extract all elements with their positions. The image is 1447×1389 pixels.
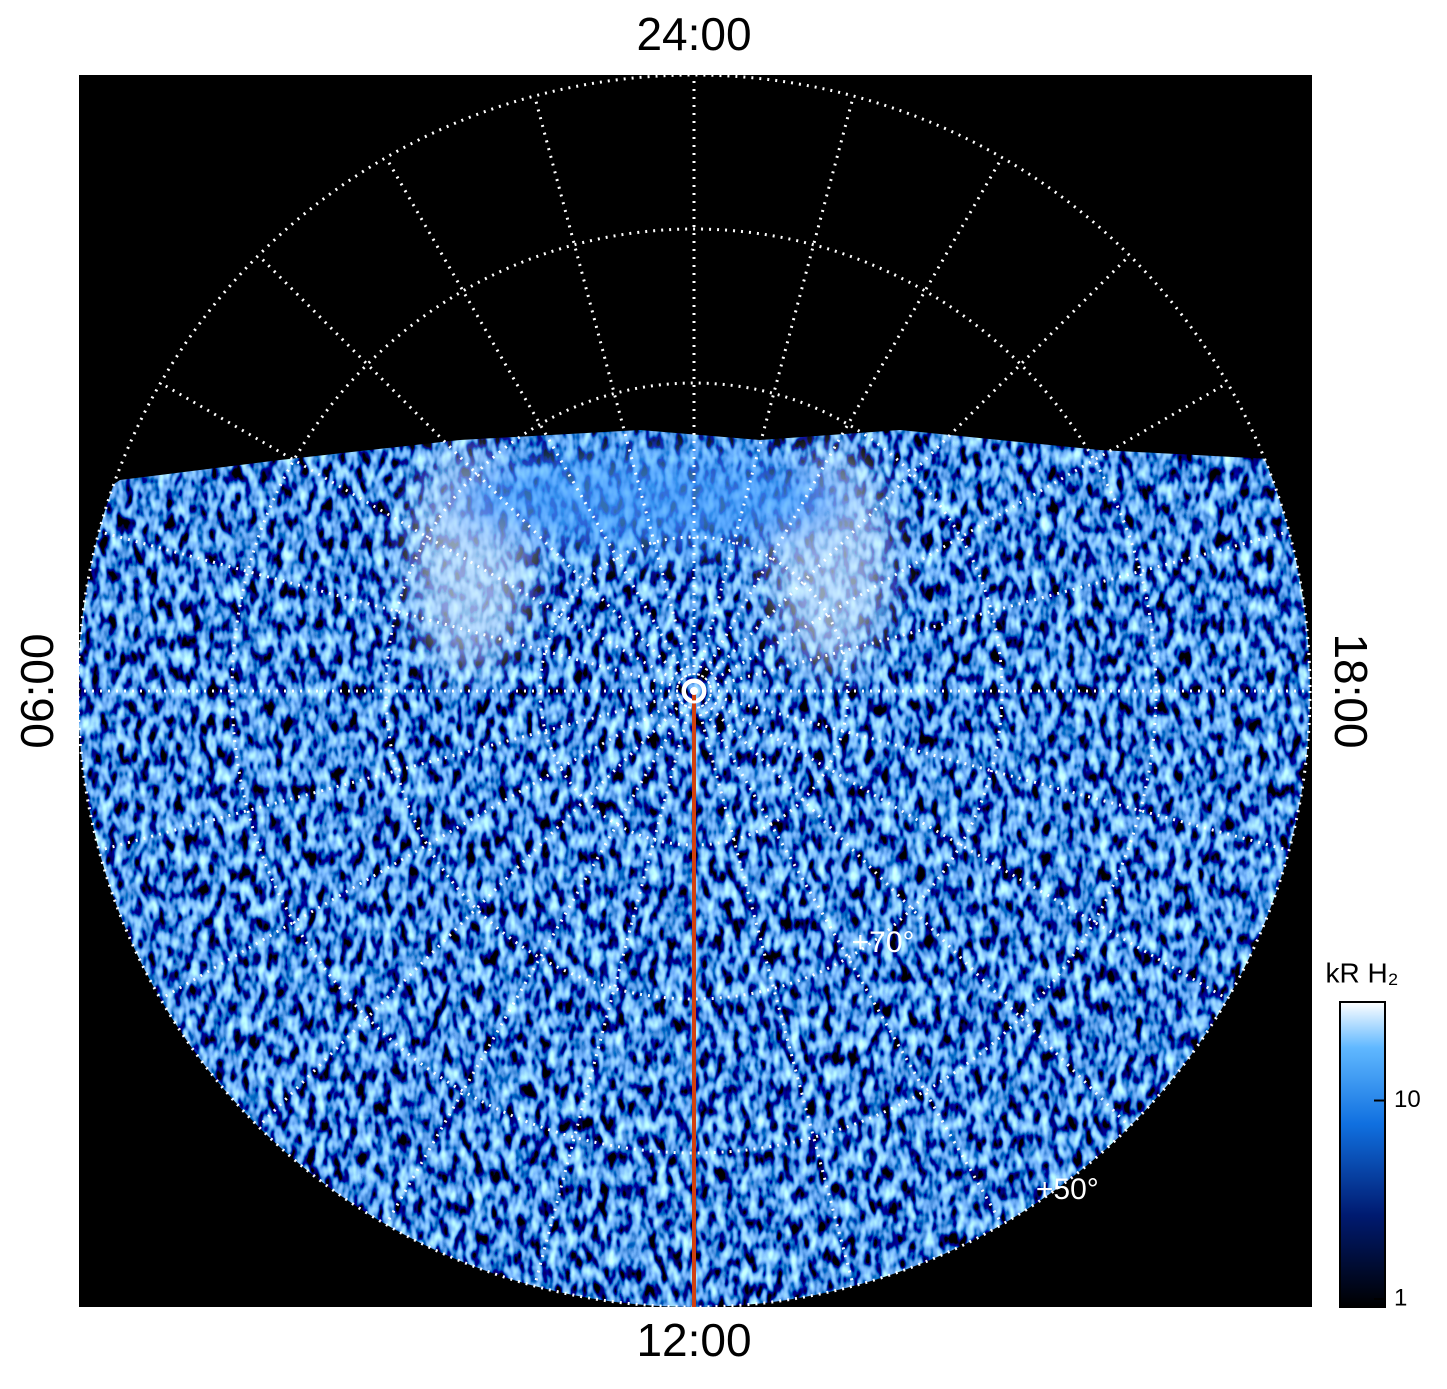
meridian-grid-line (159, 381, 695, 693)
meridian-grid-line (693, 530, 1290, 693)
latitude-circle (76, 73, 1312, 1309)
meridian-grid-line (159, 689, 695, 1001)
meridian-grid-line (692, 254, 1131, 693)
pole-marker (681, 678, 707, 704)
pole-dot (690, 687, 698, 695)
meridian-grid-line (692, 95, 855, 692)
meridian-grid-line (692, 690, 855, 1287)
meridian-grid-line (98, 530, 695, 693)
colorbar-title: kR H₂ (1325, 957, 1398, 988)
meridian-grid-line (98, 689, 695, 852)
hour-label: 18:00 (1325, 633, 1377, 748)
meridian-grid-line (384, 690, 696, 1226)
meridian-grid-line (257, 254, 696, 693)
hour-label: 06:00 (11, 633, 63, 748)
hour-label: 24:00 (636, 8, 751, 60)
colorbar-tick-label: 10 (1394, 1086, 1421, 1113)
meridian-grid-line (693, 689, 1290, 852)
colorbar-tick-label: 1 (1394, 1284, 1407, 1311)
meridian-grid-line (693, 381, 1229, 693)
grid (76, 73, 1312, 1309)
latitude-label: +50° (1036, 1173, 1099, 1206)
latitude-circle (384, 381, 1004, 1001)
meridian-grid-line (533, 690, 696, 1287)
meridian-grid-line (384, 156, 696, 692)
hour-label: 12:00 (636, 1314, 751, 1366)
meridian-grid-line (693, 689, 1229, 1001)
latitude-label: +70° (852, 926, 915, 959)
meridian-grid-line (692, 690, 1004, 1226)
meridian-grid-line (533, 95, 696, 692)
meridian-grid-line (692, 689, 1131, 1128)
meridian-grid-line (257, 689, 696, 1128)
meridian-grid-line (692, 156, 1004, 692)
latitude-circle (230, 227, 1158, 1155)
colorbar (1339, 1001, 1386, 1308)
